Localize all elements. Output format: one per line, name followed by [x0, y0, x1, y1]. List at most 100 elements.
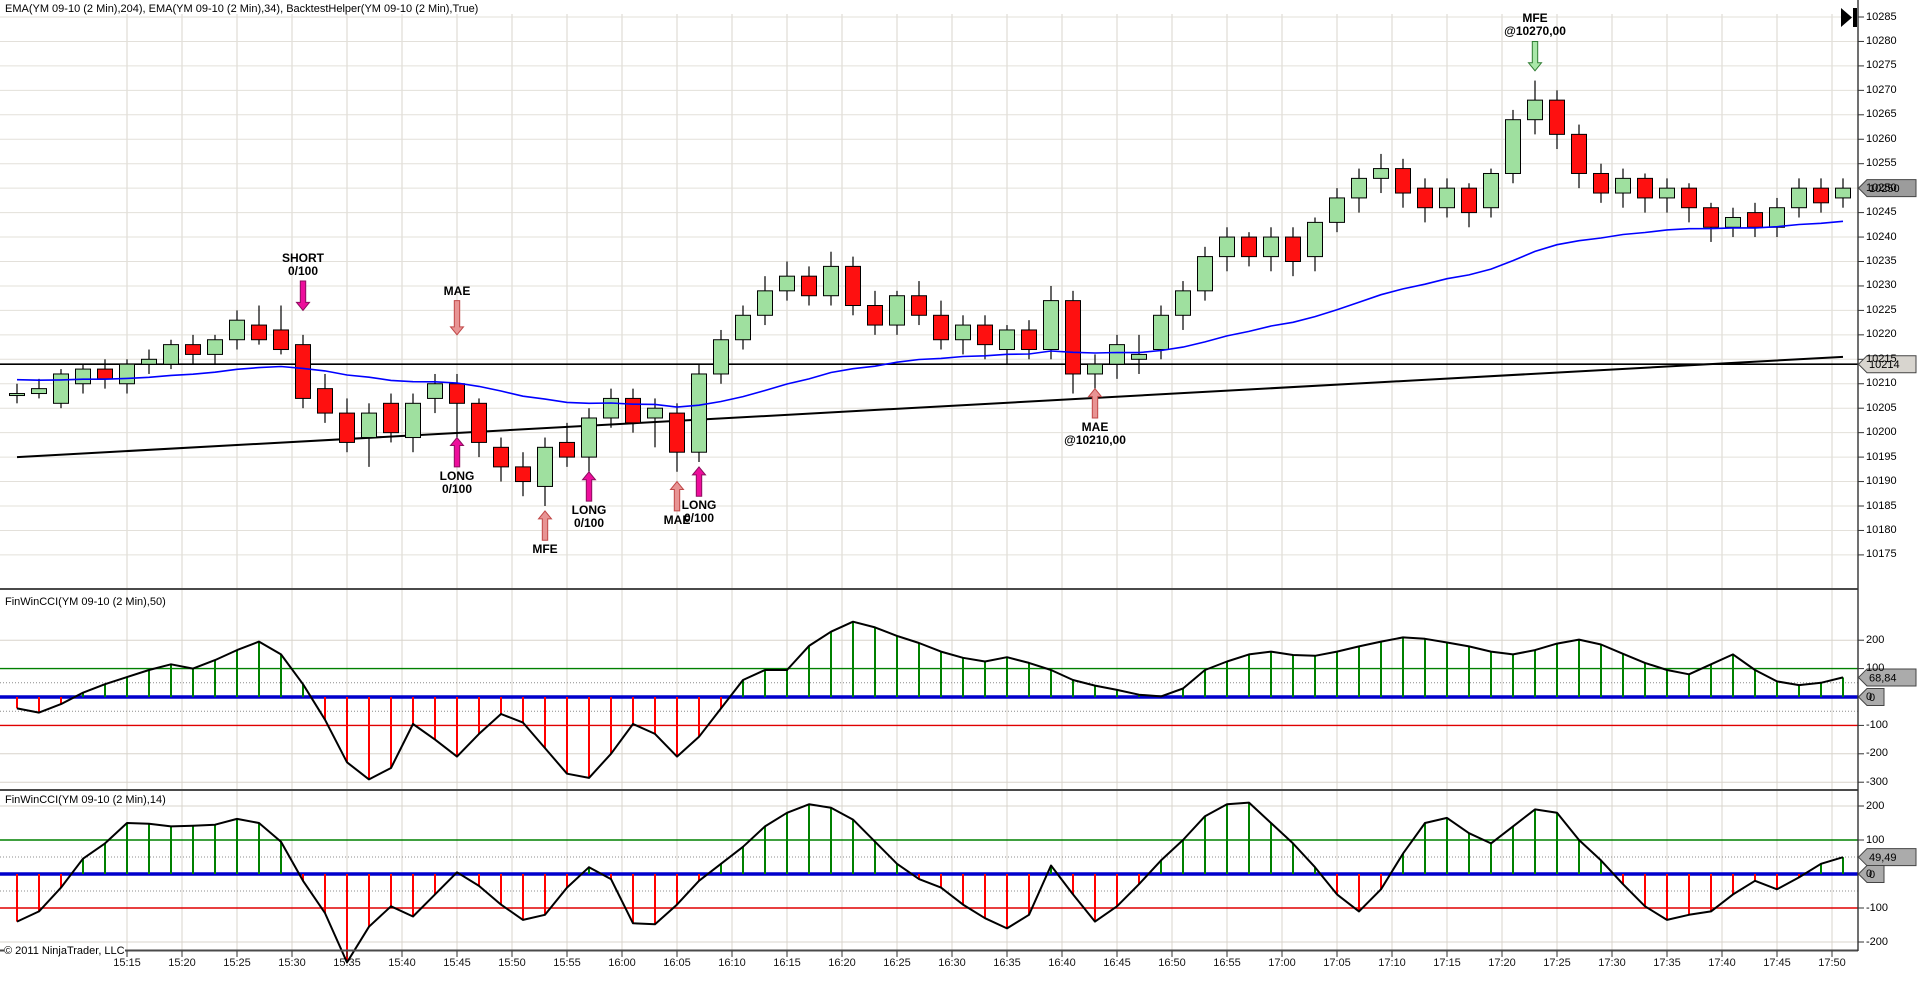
candle-up [163, 344, 179, 365]
candle-down [625, 397, 641, 424]
candle-up [757, 290, 773, 316]
mae-arrow-icon [669, 480, 685, 512]
candle-down [339, 412, 355, 443]
time-label: 17:25 [1543, 957, 1571, 969]
time-label: 16:50 [1158, 957, 1186, 969]
price-axis-label: 10260 [1866, 132, 1897, 145]
candle-down [515, 466, 531, 483]
cci50-axis-label: -100 [1866, 718, 1889, 731]
candle-down [1549, 99, 1565, 135]
cci50-axis-label: 0 [1866, 690, 1873, 703]
price-axis-label: 10285 [1866, 10, 1897, 23]
marker-annotation: LONG 0/100 [571, 503, 607, 531]
candle-down [1021, 329, 1037, 351]
candle-up [603, 397, 619, 419]
candle-down [801, 275, 817, 297]
frame [0, 0, 1864, 957]
mae-arrow-icon [1087, 387, 1103, 419]
price-axis-label: 10210 [1866, 377, 1897, 390]
candle-down [185, 344, 201, 355]
candle-up [1263, 236, 1279, 258]
candle-down [383, 402, 399, 434]
cci50-axis-label: -300 [1866, 775, 1889, 788]
price-axis-label: 10180 [1866, 523, 1897, 536]
candle-up [1769, 207, 1785, 228]
time-label: 15:30 [278, 957, 306, 969]
price-axis-label: 10270 [1866, 83, 1897, 96]
last-value-tag [1857, 668, 1917, 687]
price-axis-label: 10205 [1866, 401, 1897, 414]
time-label: 15:45 [443, 957, 471, 969]
candle-down [845, 265, 861, 307]
time-label: 17:00 [1268, 957, 1296, 969]
time-label: 15:55 [553, 957, 581, 969]
candle-up [1329, 197, 1345, 223]
last-value-tag-label: 68,84 [1869, 672, 1897, 684]
cci14-axis-label: 100 [1866, 833, 1885, 846]
time-label: 15:50 [498, 957, 526, 969]
price-axis-label: 10175 [1866, 548, 1897, 561]
candle-up [141, 358, 157, 365]
candle-down [911, 295, 927, 316]
time-label: 17:20 [1488, 957, 1516, 969]
price-axis-label: 10200 [1866, 426, 1897, 439]
candle-up [1197, 256, 1213, 292]
candle-down [1417, 187, 1433, 209]
candle-up [1505, 119, 1521, 174]
candle-up [1109, 344, 1125, 365]
cci50-panel-title: FinWinCCI(YM 09-10 (2 Min),50) [5, 596, 166, 608]
cci14-panel [0, 801, 1858, 964]
candle-up [1131, 353, 1147, 360]
price-axis-label: 10245 [1866, 206, 1897, 219]
price-axis-label: 10215 [1866, 352, 1897, 365]
candle-up [1615, 177, 1631, 194]
marker-annotation: MAE @10210,00 [1064, 419, 1126, 447]
candle-down [1681, 187, 1697, 209]
go-to-end-icon [1841, 8, 1857, 27]
candle-up [823, 265, 839, 297]
price-axis-label: 10280 [1866, 34, 1897, 47]
cci-line [16, 620, 1844, 781]
candle-up [1483, 172, 1499, 209]
candle-up [1153, 314, 1169, 351]
marker-annotation: MFE [532, 542, 558, 557]
price-axis-label: 10185 [1866, 499, 1897, 512]
last-value-tag-label: 49,49 [1869, 852, 1897, 864]
price-axis-label: 10240 [1866, 230, 1897, 243]
candle-down [273, 329, 289, 351]
go-to-end-button[interactable] [1840, 6, 1860, 30]
candle-down [559, 441, 575, 458]
long-arrow-icon [449, 436, 465, 468]
candle-down [493, 446, 509, 468]
candle-down [317, 388, 333, 414]
last-value-tag [1857, 848, 1917, 867]
candle-up [889, 295, 905, 326]
cci-histogram [16, 802, 1844, 963]
time-label: 16:35 [993, 957, 1021, 969]
candle-up [1527, 99, 1543, 121]
price-axis-label: 10195 [1866, 450, 1897, 463]
last-value-tag-label: 10250 [1869, 183, 1900, 195]
price-axis-label: 10250 [1866, 181, 1897, 194]
candle-up [119, 363, 135, 385]
time-label: 15:25 [223, 957, 251, 969]
candle-up [53, 373, 69, 404]
time-label: 16:15 [773, 957, 801, 969]
mfe-arrow-icon [1527, 40, 1543, 72]
copyright: © 2011 NinjaTrader, LLC [4, 945, 125, 957]
candle-up [1043, 300, 1059, 351]
price-axis-label: 10225 [1866, 303, 1897, 316]
candle-down [669, 412, 685, 453]
cci14-axis-label: 0 [1866, 867, 1873, 880]
marker-annotation: LONG 0/100 [439, 468, 475, 496]
mfe-arrow-icon [537, 510, 553, 541]
value-tags: 10214 10250 68,84 0 49,49 0 [1857, 179, 1917, 883]
time-label: 17:30 [1598, 957, 1626, 969]
candles [9, 80, 1851, 506]
cci50-axis-label: -200 [1866, 747, 1889, 760]
candle-down [977, 324, 993, 346]
candle-down [867, 305, 883, 326]
time-label: 16:55 [1213, 957, 1241, 969]
price-axis-label: 10190 [1866, 475, 1897, 488]
